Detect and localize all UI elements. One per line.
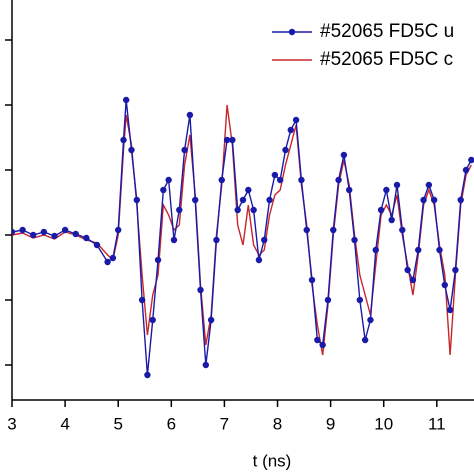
- data-point: [40, 228, 48, 236]
- data-point: [457, 196, 464, 204]
- data-point: [192, 196, 199, 204]
- data-point: [266, 196, 273, 204]
- data-point: [319, 341, 326, 349]
- data-point: [367, 316, 374, 324]
- data-point: [436, 246, 443, 254]
- data-point: [120, 136, 127, 144]
- data-point: [239, 196, 247, 204]
- data-point: [12, 228, 16, 236]
- data-point: [261, 236, 268, 244]
- data-point: [72, 230, 79, 238]
- data-point: [218, 176, 225, 184]
- data-point: [133, 196, 140, 204]
- legend-marker: [288, 28, 296, 36]
- data-point: [287, 126, 294, 134]
- data-point: [372, 246, 379, 254]
- data-point: [388, 216, 395, 224]
- data-point: [425, 181, 433, 189]
- x-tick-label: 7: [220, 414, 229, 433]
- data-point: [165, 176, 172, 184]
- data-point: [149, 316, 156, 324]
- data-point: [19, 226, 26, 234]
- data-point: [303, 226, 310, 234]
- data-point: [441, 281, 448, 289]
- data-point: [109, 254, 117, 262]
- x-tick-label: 8: [273, 414, 282, 433]
- x-tick-label: 5: [113, 414, 122, 433]
- data-point: [250, 206, 257, 214]
- legend-label: #52065 FD5C u: [320, 21, 454, 42]
- legend-label: #52065 FD5C c: [320, 49, 453, 70]
- data-point: [298, 176, 305, 184]
- data-point: [223, 136, 231, 144]
- data-point: [245, 186, 252, 194]
- x-tick-label: 6: [167, 414, 176, 433]
- data-point: [144, 371, 151, 379]
- data-point: [93, 241, 101, 249]
- data-point: [446, 306, 454, 314]
- data-point: [234, 206, 241, 214]
- data-point: [415, 246, 422, 254]
- plot-area: [12, 96, 474, 379]
- data-point: [202, 361, 210, 369]
- data-point: [452, 266, 459, 274]
- data-point: [308, 276, 316, 284]
- data-point: [271, 171, 279, 179]
- x-tick-label: 9: [326, 414, 335, 433]
- data-point: [462, 166, 470, 174]
- data-point: [430, 196, 438, 204]
- data-point: [409, 276, 417, 284]
- data-point: [51, 232, 58, 240]
- data-point: [197, 286, 204, 294]
- data-point: [181, 146, 188, 154]
- data-point: [186, 111, 194, 119]
- x-tick-label: 11: [428, 414, 446, 433]
- data-point: [399, 226, 406, 234]
- data-point: [154, 256, 162, 264]
- data-point: [229, 136, 236, 144]
- legend: #52065 FD5C u #52065 FD5C c: [272, 21, 454, 70]
- data-point: [377, 206, 385, 214]
- data-point: [122, 96, 130, 104]
- data-point: [282, 146, 289, 154]
- data-point: [335, 176, 342, 184]
- data-point: [207, 316, 215, 324]
- data-point: [351, 236, 358, 244]
- data-point: [276, 176, 284, 184]
- data-point: [330, 226, 337, 234]
- data-point: [404, 266, 411, 274]
- data-point: [314, 336, 321, 344]
- data-point: [170, 236, 178, 244]
- x-tick-label: 10: [374, 414, 393, 433]
- data-point: [361, 336, 369, 344]
- data-point: [128, 146, 135, 154]
- x-axis-label: t (ns): [253, 451, 292, 470]
- data-point: [383, 186, 390, 194]
- data-point: [104, 258, 111, 266]
- data-point: [160, 186, 167, 194]
- data-point: [255, 256, 263, 264]
- data-point: [83, 234, 90, 242]
- data-point: [176, 206, 183, 214]
- x-tick-label: 4: [60, 414, 69, 433]
- data-point: [393, 181, 401, 189]
- data-point: [420, 196, 427, 204]
- x-tick-label: 3: [7, 414, 16, 433]
- data-point: [115, 226, 122, 234]
- data-point: [138, 296, 146, 304]
- data-point: [61, 226, 69, 234]
- data-point: [340, 151, 348, 159]
- data-point: [213, 236, 220, 244]
- data-point: [468, 156, 474, 164]
- data-point: [346, 186, 353, 194]
- data-point: [30, 231, 37, 239]
- data-point: [324, 296, 332, 304]
- data-point: [292, 116, 300, 124]
- data-point: [356, 296, 364, 304]
